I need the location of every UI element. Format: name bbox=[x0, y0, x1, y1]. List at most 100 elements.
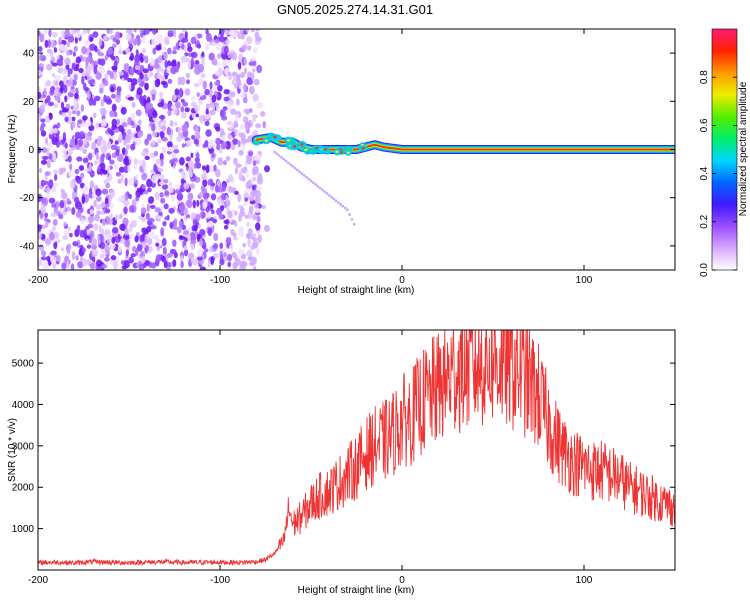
noise-blob bbox=[184, 88, 190, 95]
noise-blob bbox=[126, 249, 129, 256]
noise-blob bbox=[64, 207, 67, 212]
noise-blob bbox=[110, 86, 114, 92]
noise-blob bbox=[111, 237, 115, 244]
noise-blob bbox=[67, 83, 72, 87]
noise-blob bbox=[183, 240, 186, 246]
noise-blob bbox=[256, 248, 259, 255]
noise-blob bbox=[215, 71, 221, 76]
noise-blob bbox=[243, 109, 249, 114]
noise-blob bbox=[107, 134, 111, 139]
snr-x-tick-label: -200 bbox=[28, 575, 48, 586]
noise-blob bbox=[147, 188, 152, 193]
noise-blob bbox=[226, 156, 231, 161]
noise-blob bbox=[138, 119, 141, 125]
noise-blob bbox=[188, 252, 194, 259]
noise-blob bbox=[77, 110, 80, 116]
snr-plot: -200 -100 0 100 10002000300040005000 Height… bbox=[7, 297, 675, 596]
noise-blob bbox=[45, 221, 49, 228]
signal-blob-core bbox=[362, 147, 365, 149]
noise-blob bbox=[75, 31, 81, 39]
noise-blob bbox=[97, 58, 101, 65]
noise-blob bbox=[245, 215, 249, 219]
noise-blob bbox=[72, 121, 75, 129]
noise-blob bbox=[217, 85, 223, 92]
noise-blob bbox=[171, 194, 175, 201]
noise-blob bbox=[199, 192, 203, 198]
noise-blob bbox=[153, 164, 157, 173]
spectrogram-y-tick-label: 40 bbox=[23, 49, 35, 60]
noise-blob bbox=[171, 105, 176, 110]
noise-blob bbox=[109, 213, 112, 218]
noise-blob bbox=[50, 251, 57, 256]
noise-blob bbox=[255, 154, 261, 161]
noise-blob bbox=[54, 104, 58, 108]
noise-blob bbox=[74, 46, 78, 52]
noise-blob bbox=[94, 160, 98, 165]
signal-blob-core bbox=[304, 149, 307, 151]
spectrogram-y-tick-label: 0 bbox=[28, 145, 34, 156]
noise-blob bbox=[81, 46, 87, 54]
noise-blob bbox=[255, 196, 261, 204]
noise-blob bbox=[61, 148, 67, 154]
noise-blob bbox=[248, 151, 253, 156]
noise-blob bbox=[155, 243, 159, 247]
noise-blob bbox=[181, 56, 188, 63]
noise-blob bbox=[197, 257, 203, 261]
noise-blob bbox=[37, 147, 42, 154]
echo-point bbox=[305, 176, 308, 179]
noise-blob bbox=[92, 61, 99, 65]
noise-blob bbox=[67, 260, 70, 269]
noise-blob bbox=[47, 160, 50, 169]
noise-blob bbox=[234, 221, 237, 228]
noise-blob bbox=[108, 155, 111, 160]
noise-blob bbox=[45, 171, 49, 175]
noise-blob bbox=[167, 253, 173, 258]
noise-blob bbox=[115, 95, 121, 103]
noise-blob bbox=[112, 44, 117, 48]
noise-blob bbox=[109, 110, 114, 117]
noise-blob bbox=[195, 113, 199, 117]
noise-blob bbox=[40, 52, 43, 61]
noise-blob bbox=[152, 94, 156, 101]
noise-blob bbox=[126, 144, 129, 149]
echo-point bbox=[346, 208, 349, 211]
noise-blob bbox=[157, 139, 161, 143]
noise-blob bbox=[106, 26, 110, 34]
echo-point bbox=[301, 172, 304, 175]
noise-blob bbox=[262, 121, 266, 128]
spectrogram-x-tick-label: -100 bbox=[210, 275, 230, 286]
noise-blob bbox=[219, 259, 224, 265]
signal-blob-core bbox=[273, 136, 276, 138]
noise-blob bbox=[203, 202, 207, 209]
noise-blob bbox=[244, 67, 247, 74]
noise-blob bbox=[205, 121, 210, 127]
noise-blob bbox=[252, 233, 256, 237]
noise-blob bbox=[77, 225, 81, 234]
noise-blob bbox=[205, 129, 211, 137]
spectrogram-x-tick-label: -200 bbox=[28, 275, 48, 286]
noise-blob bbox=[44, 212, 48, 217]
noise-blob bbox=[123, 157, 129, 165]
noise-blob bbox=[238, 150, 243, 156]
noise-blob bbox=[58, 67, 64, 72]
noise-blob bbox=[156, 254, 162, 262]
noise-blob bbox=[181, 124, 187, 132]
noise-blob bbox=[118, 71, 124, 76]
signal-blob-core bbox=[293, 145, 296, 147]
noise-blob bbox=[249, 261, 255, 266]
noise-blob bbox=[122, 122, 128, 127]
noise-blob bbox=[50, 212, 56, 216]
noise-blob bbox=[50, 50, 54, 58]
echo-point bbox=[278, 154, 281, 157]
noise-blob bbox=[41, 123, 46, 128]
noise-blob bbox=[41, 160, 47, 165]
noise-blob bbox=[163, 179, 168, 183]
noise-blob bbox=[168, 147, 173, 152]
noise-blob bbox=[96, 122, 99, 129]
spectrogram-noise-region bbox=[35, 25, 270, 273]
noise-blob bbox=[167, 127, 171, 136]
noise-blob bbox=[243, 201, 247, 206]
noise-blob bbox=[162, 221, 166, 226]
noise-blob bbox=[233, 232, 237, 237]
